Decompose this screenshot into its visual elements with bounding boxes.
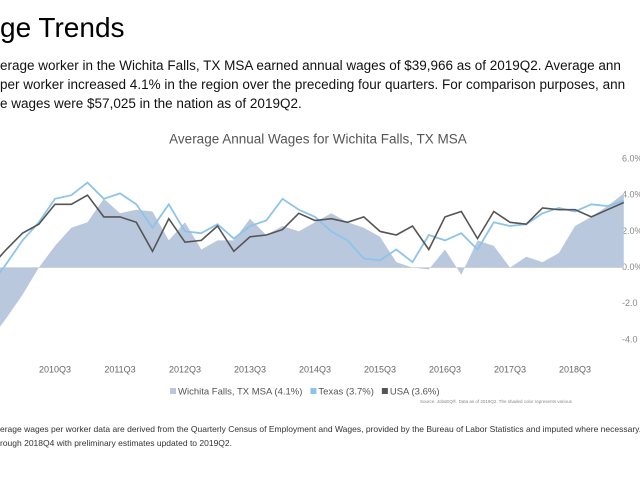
y-tick-label: 4.0% [622,190,640,200]
paragraph-line: per worker increased 4.1% in the region … [0,77,626,92]
y-tick-label: 2.0% [622,226,640,236]
footnote-line: rough 2018Q4 with preliminary estimates … [0,438,232,448]
legend-label: Texas (3.7%) [318,387,373,398]
y-tick-label: -4.0 [622,334,638,344]
x-tick-label: 2014Q3 [299,364,331,374]
legend-swatch [310,388,317,394]
page-title: ge Trends [0,12,125,43]
line [0,181,625,274]
area [0,193,624,327]
paragraph-line: erage worker in the Wichita Falls, TX MS… [0,58,621,73]
footnote-line: erage wages per worker data are derived … [0,424,640,434]
y-tick-label: 6.0% [622,153,640,163]
chart-source: Source: JobsEQ®. Data as of 2019Q2. The … [420,398,573,404]
x-tick-label: 2015Q3 [364,364,396,374]
x-tick-label: 2013Q3 [234,364,266,374]
x-tick-label: 2017Q3 [494,364,526,374]
x-tick-label: 2012Q3 [169,364,201,374]
chart: Average Annual Wages for Wichita Falls, … [0,132,640,404]
x-tick-label: 2018Q3 [559,364,591,374]
legend-label: Wichita Falls, TX MSA (4.1%) [178,387,302,398]
legend-swatch [170,388,176,394]
x-tick-label: 2011Q3 [104,364,135,374]
chart-title: Average Annual Wages for Wichita Falls, … [169,132,467,147]
y-tick-label: 0.0% [622,262,640,272]
paragraph-line: e wages were $57,025 in the nation as of… [0,96,302,111]
line [0,194,625,258]
y-tick-label: -2.0 [622,298,638,308]
legend-swatch [381,388,388,394]
x-tick-label: 2016Q3 [429,364,461,374]
legend-label: USA (3.6%) [390,387,440,398]
x-tick-label: 2010Q3 [39,364,71,374]
